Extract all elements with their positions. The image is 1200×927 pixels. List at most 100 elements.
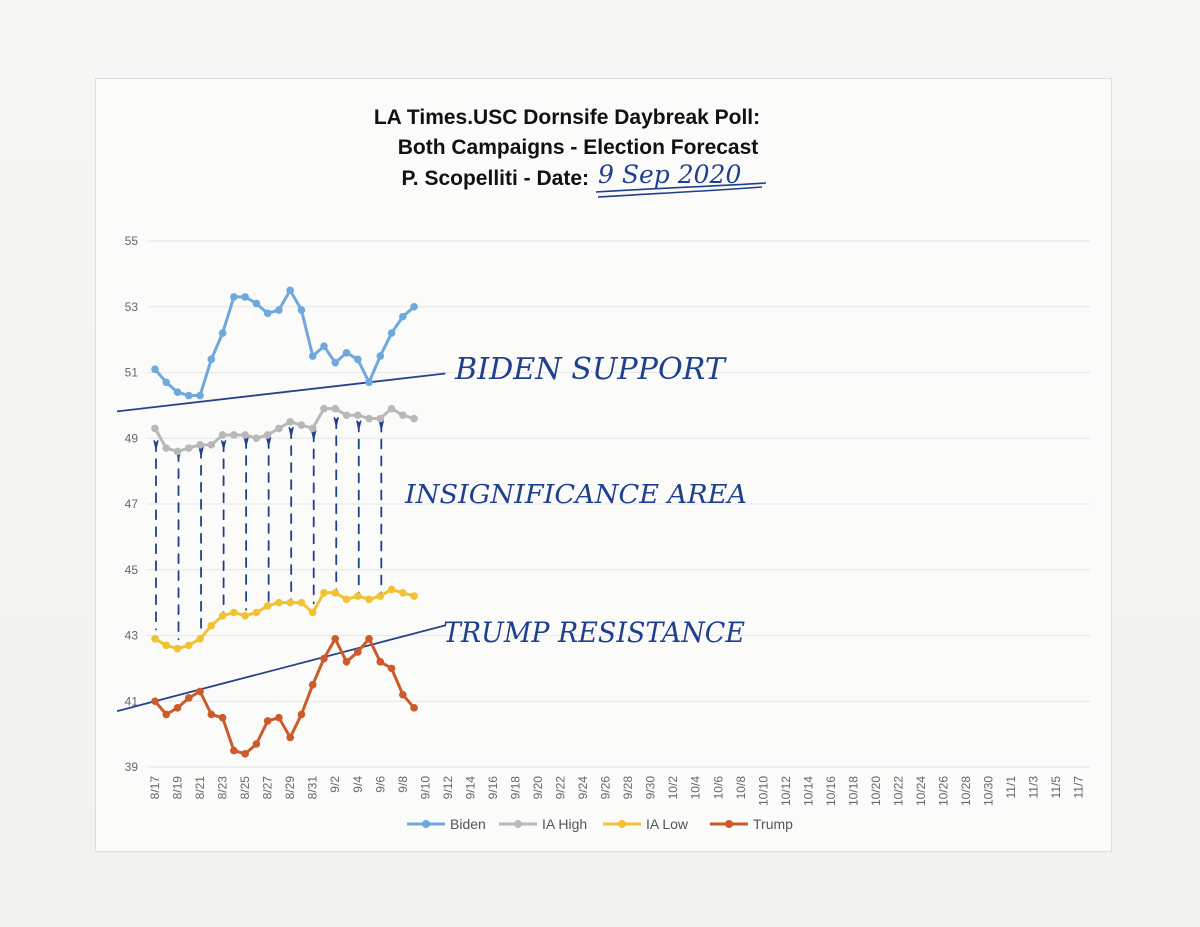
data-point-trump [252, 740, 261, 748]
range-marker-arrowhead [243, 436, 249, 446]
series-line-biden [153, 288, 416, 398]
x-tick-label: 8/17 [148, 776, 162, 800]
data-point-ia-high [275, 424, 283, 433]
x-tick-label: 10/14 [801, 776, 815, 806]
biden-trendline [116, 372, 446, 413]
range-marker-arrowhead [310, 430, 317, 439]
data-point-ia-low [399, 588, 407, 597]
range-marker-arrowhead [198, 446, 204, 456]
data-point-ia-low [230, 608, 238, 617]
data-point-trump [207, 710, 216, 719]
range-marker-arrowhead [288, 426, 294, 436]
legend-item-ia-high[interactable]: IA High [499, 816, 587, 832]
x-tick-label: 9/30 [644, 776, 658, 800]
data-point-ia-high [196, 441, 204, 449]
range-marker-arrowhead [333, 417, 339, 426]
data-point-trump [376, 658, 385, 666]
data-point-ia-high [331, 404, 340, 413]
data-point-biden [399, 312, 407, 321]
x-tick-label: 9/22 [554, 776, 568, 800]
data-point-trump [184, 694, 193, 702]
data-point-ia-high [252, 434, 261, 443]
annotation-biden-support: BIDEN SUPPORT [454, 352, 727, 387]
data-point-biden [207, 355, 216, 364]
chart-title-line-1: LA Times.USC Dornsife Daybreak Poll: [374, 106, 760, 129]
data-point-ia-high [263, 431, 272, 439]
data-point-biden [297, 306, 306, 314]
y-tick-label: 51 [125, 366, 139, 380]
handwritten-date: 9 Sep 2020 [598, 160, 741, 189]
x-tick-label: 9/26 [599, 776, 613, 800]
data-point-ia-high [286, 418, 294, 426]
data-point-ia-low [320, 588, 328, 597]
data-point-biden [196, 391, 204, 400]
data-point-ia-low [297, 598, 306, 607]
series-ia-high [151, 404, 418, 456]
y-tick-label: 47 [125, 497, 139, 511]
legend-marker-trump [725, 820, 733, 828]
x-tick-label: 8/19 [171, 776, 185, 800]
data-point-ia-high [173, 447, 182, 456]
data-point-trump [162, 710, 171, 719]
annotation-trump-resistance: TRUMP RESISTANCE [443, 616, 745, 649]
data-point-ia-low [275, 598, 283, 607]
y-tick-label: 41 [125, 694, 139, 708]
data-point-ia-low [308, 608, 317, 617]
data-point-ia-high [399, 411, 407, 420]
data-point-biden [275, 306, 283, 314]
data-point-ia-high [207, 441, 216, 449]
x-tick-label: 10/4 [689, 776, 703, 800]
legend-item-biden[interactable]: Biden [407, 816, 486, 832]
data-point-trump [241, 750, 249, 758]
data-point-biden [387, 329, 396, 337]
data-point-trump [173, 704, 182, 712]
series-line-ia-low [154, 587, 415, 651]
x-tick-label: 10/20 [869, 776, 883, 806]
chart-title-line-3: P. Scopelliti - Date: [402, 167, 590, 190]
range-marker-arrowhead [220, 440, 227, 449]
range-marker-arrowhead [356, 420, 362, 429]
chart-title-line-2: Both Campaigns - Election Forecast [398, 136, 759, 159]
x-tick-label: 9/20 [531, 776, 545, 800]
x-tick-label: 10/28 [959, 776, 973, 806]
y-tick-label: 53 [125, 300, 139, 314]
series-ia-low [151, 585, 418, 653]
data-point-biden [320, 342, 328, 351]
range-marker-arrowhead [153, 440, 159, 449]
x-tick-label: 9/24 [576, 776, 590, 800]
x-tick-label: 8/23 [216, 776, 230, 800]
legend-item-trump[interactable]: Trump [710, 816, 793, 832]
data-point-biden [410, 302, 418, 311]
range-marker-arrowhead [265, 436, 272, 446]
annotation-insignificance-area: INSIGNIFICANCE AREA [404, 480, 747, 510]
x-tick-label: 10/16 [824, 776, 838, 806]
x-tick-label: 9/12 [441, 776, 455, 800]
data-point-ia-low [376, 592, 385, 600]
data-point-ia-low [207, 621, 216, 630]
x-tick-label: 9/6 [373, 776, 387, 793]
legend-label-biden: Biden [450, 816, 486, 832]
data-point-trump [365, 634, 373, 643]
x-tick-label: 9/16 [486, 776, 500, 800]
data-point-ia-high [151, 424, 159, 433]
legend-item-ia-low[interactable]: IA Low [603, 816, 689, 832]
x-tick-label: 10/8 [734, 776, 748, 800]
data-point-ia-high [342, 411, 351, 420]
data-point-biden [342, 348, 351, 357]
data-point-biden [151, 365, 159, 374]
data-point-trump [353, 648, 362, 656]
data-point-ia-low [387, 585, 396, 594]
data-point-ia-low [263, 602, 272, 610]
data-point-ia-high [365, 414, 373, 423]
series-line-trump [153, 637, 416, 756]
series-biden [151, 286, 418, 400]
y-tick-label: 43 [125, 629, 139, 643]
legend-label-ia-low: IA Low [646, 816, 689, 832]
x-tick-label: 10/22 [891, 776, 905, 806]
x-tick-label: 11/5 [1049, 776, 1063, 799]
x-tick-label: 9/2 [328, 776, 342, 793]
data-point-trump [410, 704, 418, 712]
x-tick-label: 9/28 [621, 776, 635, 800]
x-tick-label: 11/3 [1027, 776, 1041, 799]
